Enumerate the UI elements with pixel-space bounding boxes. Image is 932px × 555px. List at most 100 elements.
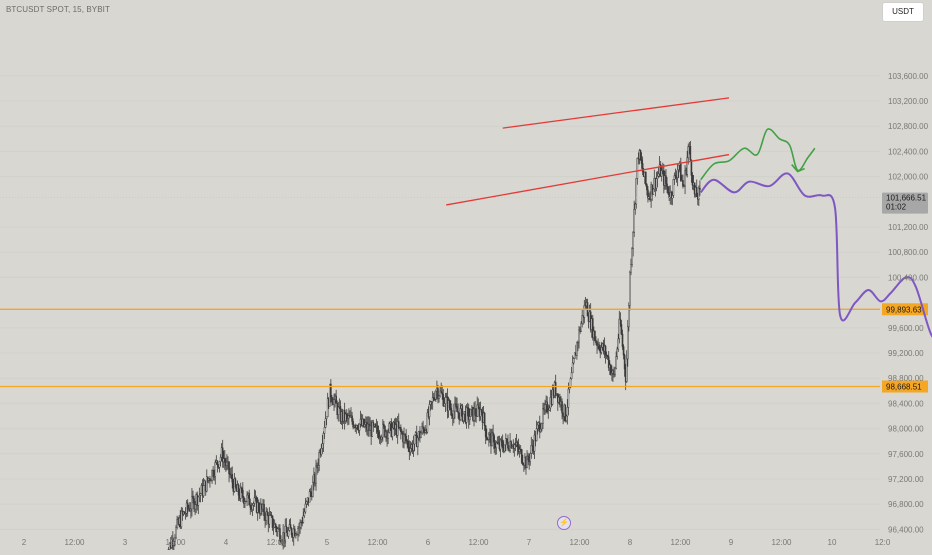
candle <box>484 413 485 426</box>
candle <box>635 204 636 209</box>
price-tick-label: 96,800.00 <box>888 500 924 509</box>
candle <box>584 305 585 317</box>
currency-button[interactable]: USDT <box>882 2 924 22</box>
candle <box>242 490 243 497</box>
candle <box>450 408 451 410</box>
candle <box>269 515 270 524</box>
candle <box>653 189 654 194</box>
candle <box>466 407 467 422</box>
candle <box>658 174 659 176</box>
candle <box>536 429 537 441</box>
time-tick-label: 12:00 <box>165 538 186 547</box>
candle <box>470 409 471 416</box>
candle <box>688 147 689 158</box>
time-tick-label: 9 <box>729 538 734 547</box>
candle <box>290 525 291 529</box>
candle <box>333 400 334 405</box>
candle <box>190 509 191 511</box>
candle-countdown-label: 01:02 <box>886 203 907 212</box>
candle <box>449 401 450 409</box>
candle <box>364 424 365 426</box>
candle <box>481 409 482 412</box>
price-tick-label: 103,200.00 <box>888 97 929 106</box>
level-price-label: 99,893.63 <box>886 305 922 314</box>
candle <box>521 450 522 463</box>
candle <box>383 424 384 426</box>
candle <box>315 466 316 483</box>
candle <box>413 444 414 450</box>
candle <box>594 331 595 341</box>
candle <box>455 404 456 406</box>
candle <box>677 170 678 178</box>
candle <box>357 425 358 428</box>
price-tick-label: 102,400.00 <box>888 147 929 156</box>
candle <box>187 503 188 509</box>
price-tick-label: 98,800.00 <box>888 374 924 383</box>
candle <box>571 373 572 379</box>
candle <box>631 248 632 264</box>
candle <box>623 347 624 355</box>
candle <box>322 444 323 449</box>
time-tick-label: 12:0 <box>875 538 891 547</box>
grid <box>0 76 880 550</box>
candle <box>469 417 470 420</box>
candle <box>555 382 556 394</box>
candle <box>640 150 641 159</box>
channel-upper-line[interactable] <box>503 98 729 128</box>
candle <box>442 393 443 395</box>
candle <box>629 272 630 305</box>
candle <box>297 529 298 534</box>
candle <box>530 453 531 461</box>
candle <box>621 324 622 334</box>
candle <box>626 359 627 382</box>
time-tick-label: 12:00 <box>771 538 792 547</box>
candle <box>291 528 292 535</box>
candle <box>303 516 304 523</box>
candle <box>263 504 264 516</box>
candle <box>636 178 637 204</box>
candle <box>630 264 631 272</box>
candle <box>203 486 204 496</box>
candle <box>252 505 253 509</box>
candle <box>435 391 436 399</box>
candle <box>696 187 697 196</box>
candle <box>267 512 268 515</box>
candle <box>410 448 411 451</box>
candle <box>615 368 616 374</box>
candle <box>254 498 255 504</box>
candle <box>506 439 507 442</box>
candle <box>690 146 691 160</box>
time-tick-label: 12:00 <box>367 538 388 547</box>
time-tick-label: 12:00 <box>670 538 691 547</box>
price-tick-label: 99,600.00 <box>888 324 924 333</box>
candle <box>250 505 251 507</box>
candle <box>637 158 638 178</box>
channel-lower-line[interactable] <box>446 155 729 205</box>
time-tick-label: 12:00 <box>569 538 590 547</box>
candle <box>441 391 442 393</box>
time-tick-label: 2 <box>22 538 27 547</box>
candle <box>408 441 409 447</box>
candle <box>438 396 439 398</box>
time-tick-label: 6 <box>426 538 431 547</box>
candle <box>275 524 276 528</box>
candle <box>258 503 259 511</box>
candle <box>504 445 505 451</box>
candle <box>502 442 503 448</box>
candle <box>624 355 625 369</box>
candle <box>616 357 617 369</box>
candle <box>668 187 669 194</box>
price-tick-label: 102,800.00 <box>888 122 929 131</box>
candle <box>493 433 494 436</box>
candle <box>576 343 577 355</box>
price-tick-label: 100,400.00 <box>888 273 929 282</box>
candle <box>219 462 220 468</box>
candle <box>486 437 487 439</box>
lightning-icon[interactable]: ⚡ <box>557 516 571 530</box>
candle <box>572 363 573 373</box>
candle <box>429 404 430 416</box>
